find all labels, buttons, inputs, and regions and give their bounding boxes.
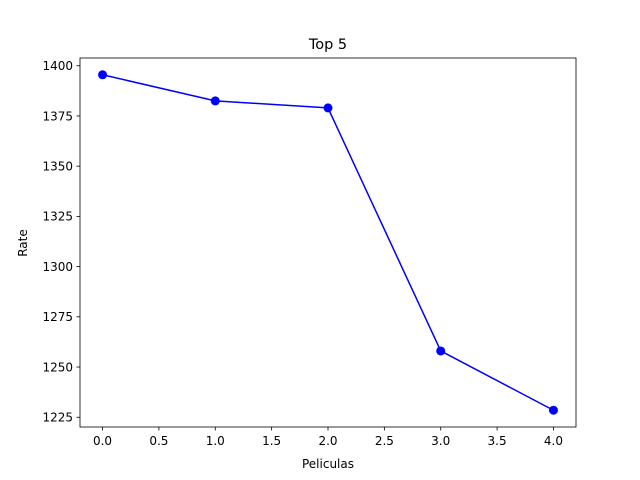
- x-tick-label: 2.5: [375, 434, 394, 448]
- x-tick-label: 4.0: [544, 434, 563, 448]
- y-tick-label: 1250: [42, 360, 73, 374]
- x-tick-label: 1.0: [206, 434, 225, 448]
- data-point: [323, 103, 333, 113]
- y-tick-label: 1300: [42, 260, 73, 274]
- y-tick-label: 1350: [42, 159, 73, 173]
- y-tick-label: 1275: [42, 310, 73, 324]
- y-axis-label: Rate: [16, 229, 30, 257]
- data-point: [210, 96, 220, 106]
- data-point: [436, 346, 446, 356]
- x-axis-label: Peliculas: [302, 457, 354, 471]
- x-tick-label: 3.5: [488, 434, 507, 448]
- plot-area: [98, 70, 558, 415]
- x-tick-label: 1.5: [262, 434, 281, 448]
- y-tick-label: 1325: [42, 210, 73, 224]
- x-tick-label: 2.0: [318, 434, 337, 448]
- x-tick-label: 0.0: [93, 434, 112, 448]
- y-tick-label: 1225: [42, 411, 73, 425]
- y-tick-label: 1375: [42, 109, 73, 123]
- x-tick-label: 0.5: [149, 434, 168, 448]
- data-point: [98, 70, 108, 80]
- x-tick-label: 3.0: [431, 434, 450, 448]
- chart-title: Top 5: [308, 37, 347, 53]
- data-point: [548, 405, 558, 415]
- y-tick-label: 1400: [42, 59, 73, 73]
